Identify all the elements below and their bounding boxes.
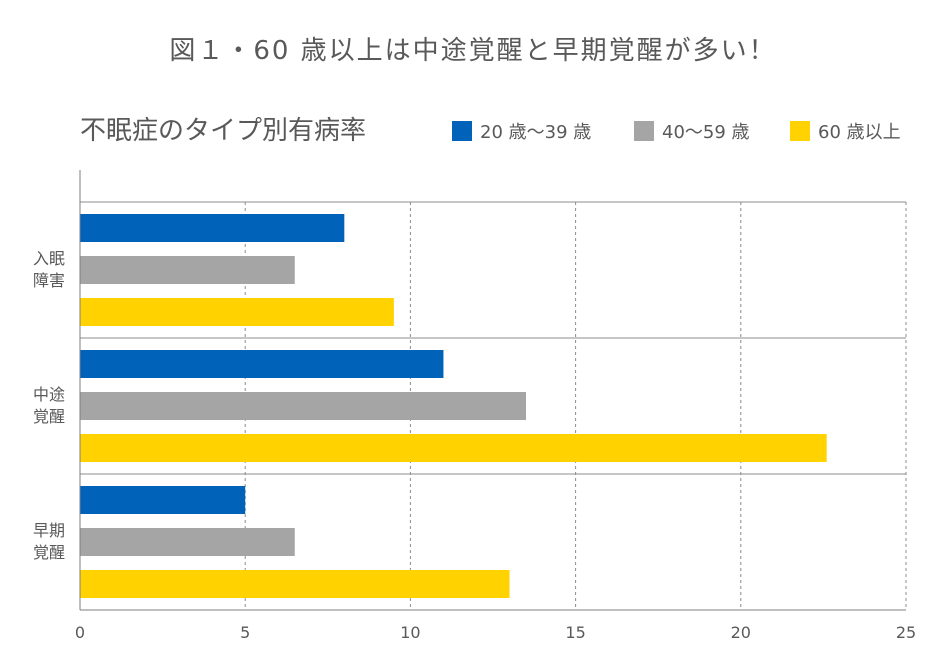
legend-label-20-39: 20 歳〜39 歳 [480,122,592,143]
x-tick-label-20: 20 [731,623,751,642]
x-tick-label-10: 10 [400,623,420,642]
x-tick-label-15: 15 [565,623,585,642]
bar-1-0 [80,350,444,378]
legend-swatch-40-59 [634,121,654,141]
legend-item-20-39: 20 歳〜39 歳 [452,118,591,144]
legend-swatch-60-plus [790,121,810,141]
legend-label-40-59: 40〜59 歳 [662,122,750,143]
legend-item-40-59: 40〜59 歳 [634,118,750,144]
category-label-2-0: 早期 [33,521,65,540]
bar-0-1 [80,256,295,284]
bar-0-0 [80,214,345,242]
category-label-2-1: 覚醒 [33,543,65,562]
bar-1-2 [80,434,827,462]
chart-title: 不眠症のタイプ別有病率 [80,116,367,146]
bar-2-0 [80,486,246,514]
bar-2-2 [80,570,510,598]
x-tick-label-25: 25 [896,623,916,642]
category-label-0-0: 入眠 [33,249,65,268]
category-label-1-0: 中途 [33,385,65,404]
bar-0-2 [80,298,394,326]
legend-item-60-plus: 60 歳以上 [790,118,901,144]
figure-title: 図１・60 歳以上は中途覚醒と早期覚醒が多い！ [169,36,777,66]
bar-2-1 [80,528,295,556]
legend-label-60-plus: 60 歳以上 [818,122,901,143]
legend-swatch-20-39 [452,121,472,141]
x-tick-label-0: 0 [75,623,85,642]
bar-1-1 [80,392,527,420]
category-label-0-1: 障害 [33,271,65,290]
category-label-1-1: 覚醒 [33,407,65,426]
x-tick-label-5: 5 [240,623,250,642]
